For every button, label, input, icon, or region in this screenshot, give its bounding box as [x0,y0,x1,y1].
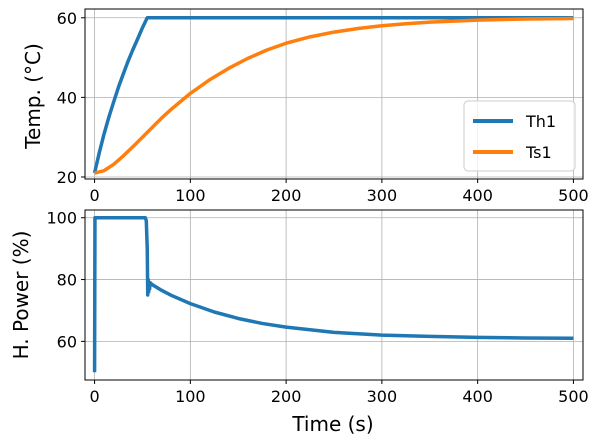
power-y-axis-label: H. Power (%) [9,231,33,360]
legend-box [463,100,576,172]
temperature-ticks: 0 100 200 300 400 500 20 40 60 [57,9,589,205]
temperature-y-tick-label: 40 [57,88,77,107]
power-x-tick-label: 0 [89,387,99,406]
temperature-x-tick-label: 300 [367,186,398,205]
power-plot-frame [84,209,584,381]
temperature-x-tick-label: 400 [462,186,493,205]
legend-ts1-label: Ts1 [525,143,552,162]
power-x-tick-label: 400 [462,387,493,406]
temperature-legend: Th1 Ts1 [463,100,576,172]
temperature-chart: 0 100 200 300 400 500 20 40 60 Temp. (°C) Th1 Ts… [21,8,589,205]
temperature-y-tick-label: 20 [57,168,77,187]
temperature-y-tick-label: 60 [57,9,77,28]
temperature-x-tick-label: 0 [89,186,99,205]
temperature-x-tick-label: 500 [558,186,589,205]
power-x-tick-label: 300 [367,387,398,406]
temperature-lines [92,16,574,175]
legend-th1-label: Th1 [525,112,556,131]
power-x-axis-label: Time (s) [291,412,373,436]
th1-series-line [92,16,574,174]
power-x-tick-label: 200 [271,387,302,406]
power-y-tick-label: 60 [57,332,77,351]
power-y-tick-label: 100 [46,209,77,228]
temperature-x-tick-label: 200 [271,186,302,205]
power-series-line [92,215,574,373]
temperature-x-tick-label: 100 [175,186,206,205]
power-y-tick-label: 80 [57,271,77,290]
ts1-series-line [94,16,574,175]
power-ticks: 0 100 200 300 400 500 60 80 100 [46,209,588,406]
temperature-plot-frame [84,8,584,180]
power-x-tick-label: 100 [175,387,206,406]
power-lines [92,215,574,373]
temperature-y-axis-label: Temp. (°C) [21,43,45,150]
power-grid [85,210,583,380]
heater-power-chart: 0 100 200 300 400 500 60 80 100 H. Power (%) Tim… [9,209,589,436]
power-x-tick-label: 500 [558,387,589,406]
